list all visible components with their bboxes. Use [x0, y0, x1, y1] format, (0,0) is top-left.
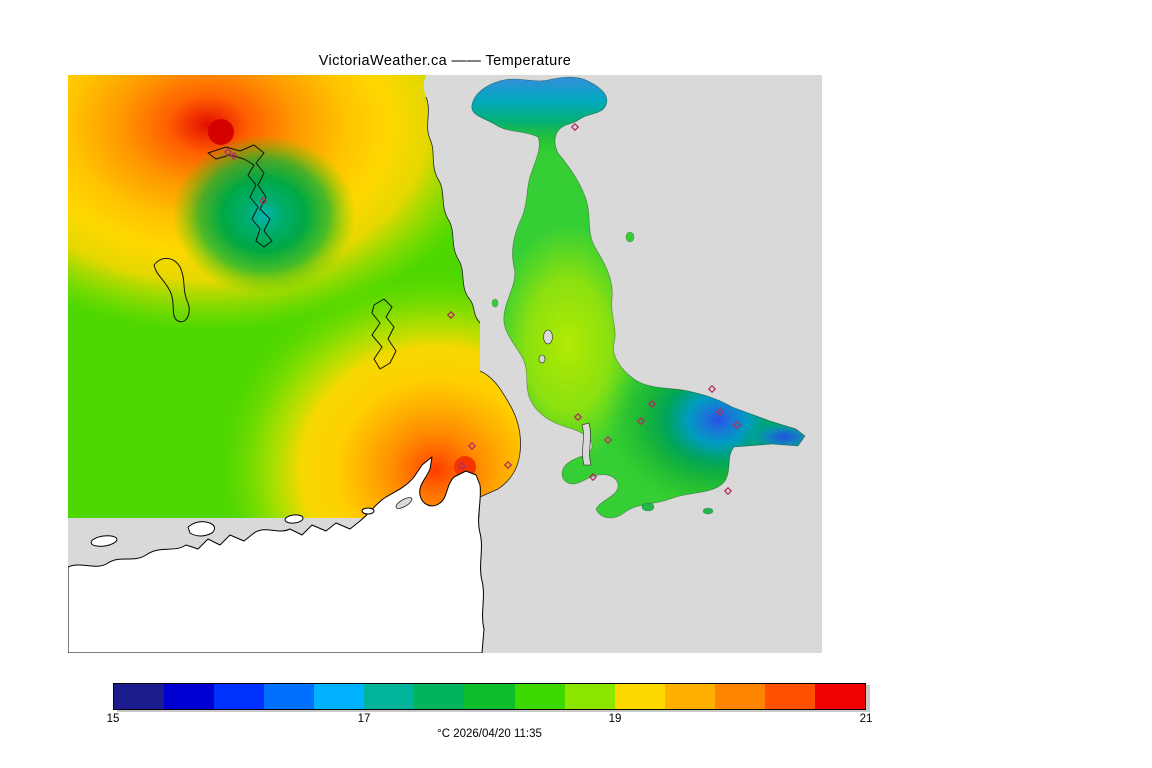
- station-markers: [223, 122, 742, 496]
- station-marker: [732, 420, 742, 430]
- island: [361, 507, 375, 515]
- colorbar-tick: 19: [608, 713, 622, 725]
- station-marker: [467, 441, 477, 451]
- colorbar-segment: [764, 684, 815, 709]
- inlet-arm: [581, 422, 592, 466]
- station-marker: [636, 416, 646, 426]
- colorbar-segment: [264, 684, 315, 709]
- coastline-channel: [425, 96, 481, 324]
- station-marker: [457, 461, 467, 471]
- coastline-overlays: [153, 144, 397, 370]
- coastline-inlet: [371, 298, 397, 370]
- station-marker: [603, 435, 613, 445]
- island: [90, 535, 118, 547]
- islets: [491, 231, 714, 515]
- inlet-water: [423, 75, 480, 321]
- colorbar-section: 15 17 19 21 °C 2026/04/20 11:35: [107, 683, 873, 740]
- colorbar-segment: [464, 684, 515, 709]
- islet: [625, 231, 635, 243]
- colorbar-segment: [564, 684, 615, 709]
- colorbar-segment: [314, 684, 365, 709]
- mainland: [68, 456, 485, 653]
- colorbar-tick: 15: [106, 713, 120, 725]
- lake: [543, 329, 553, 345]
- colorbar-segment: [214, 684, 265, 709]
- station-marker: [258, 196, 268, 206]
- colorbar-tick: 21: [859, 713, 873, 725]
- coastline-harbour: [207, 144, 273, 248]
- page-title: VictoriaWeather.ca —— Temperature: [318, 53, 572, 69]
- colorbar-segment: [514, 684, 565, 709]
- station-marker: [573, 412, 583, 422]
- islet: [702, 507, 714, 515]
- station-marker: [647, 399, 657, 409]
- station-marker: [707, 384, 717, 394]
- station-marker: [588, 472, 598, 482]
- colorbar-segment: [664, 684, 715, 709]
- warm-anomaly-south: [221, 275, 521, 518]
- colorbar-segment: [714, 684, 765, 709]
- station-marker: [715, 407, 725, 417]
- colorbar-segment: [414, 684, 465, 709]
- colorbar-segment: [614, 684, 665, 709]
- colorbar-segment: [164, 684, 215, 709]
- weather-map: [68, 75, 822, 653]
- cool-anomaly: [172, 135, 356, 295]
- colorbar-segment: [364, 684, 415, 709]
- islet: [491, 298, 499, 308]
- lagoon: [395, 497, 413, 509]
- coastline-sooke: [479, 370, 521, 498]
- station-marker: [229, 151, 239, 161]
- station-marker: [570, 122, 580, 132]
- base-land: [68, 456, 485, 653]
- island: [187, 521, 216, 537]
- station-marker: [446, 310, 456, 320]
- hot-core-north: [208, 119, 234, 145]
- lake: [538, 354, 546, 364]
- colorbar-segment: [114, 684, 165, 709]
- map-svg: [68, 75, 822, 653]
- islet: [641, 502, 655, 512]
- coastline-west: [153, 258, 190, 323]
- station-marker: [223, 147, 233, 157]
- colorbar: [113, 683, 866, 710]
- station-marker: [723, 486, 733, 496]
- colorbar-segment: [814, 684, 865, 709]
- station-marker: [503, 460, 513, 470]
- colorbar-ticks: 15 17 19 21: [107, 713, 873, 727]
- peninsula-outline: [471, 76, 806, 519]
- colorbar-caption: °C 2026/04/20 11:35: [437, 728, 542, 740]
- island: [284, 514, 304, 524]
- colorbar-tick: 17: [357, 713, 371, 725]
